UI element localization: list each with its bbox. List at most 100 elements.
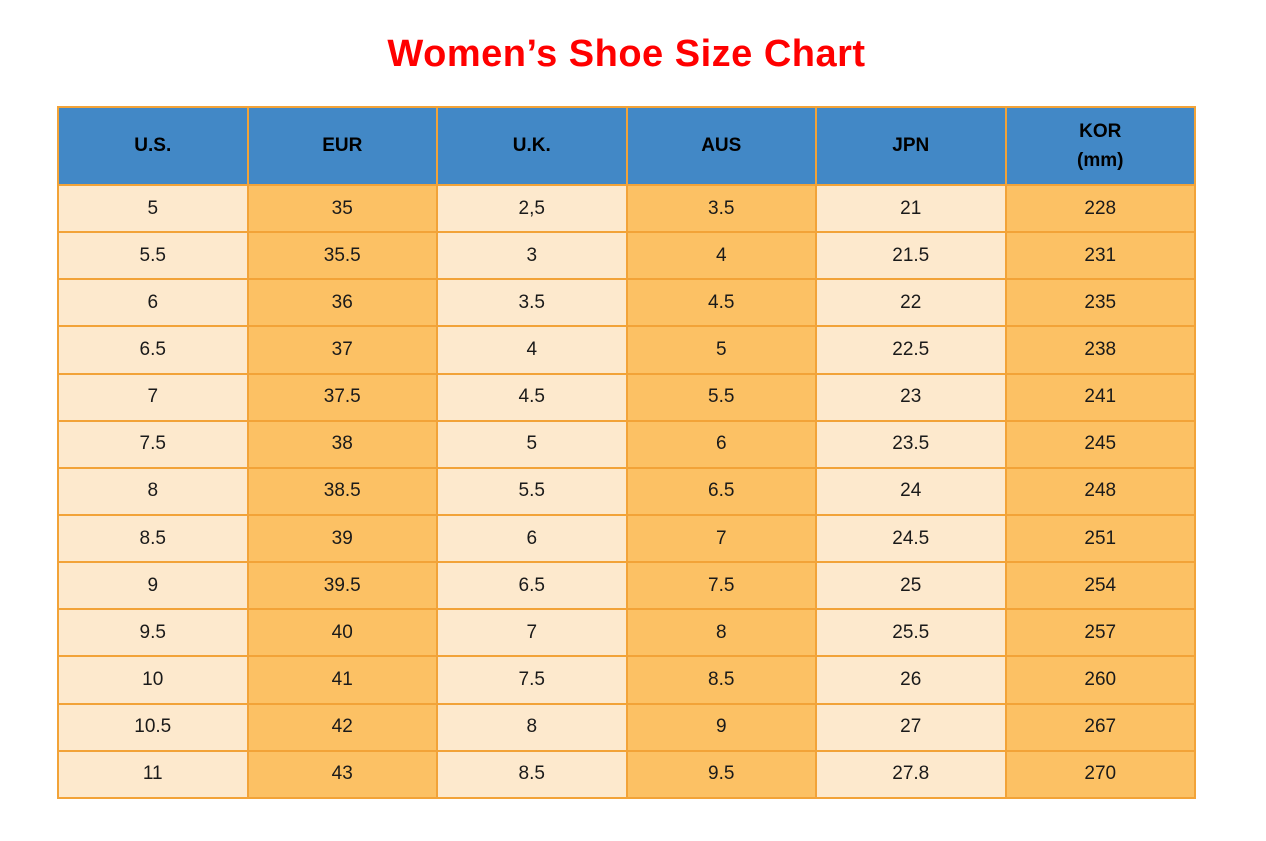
table-cell: 10.5 [57,702,249,752]
column-header-uk: U.K. [436,106,628,186]
page-title: Women’s Shoe Size Chart [387,33,866,75]
table-cell: 7 [625,513,817,564]
table-cell: 8 [57,466,249,516]
table-cell: 27.8 [815,749,1007,800]
table-cell: 23 [815,372,1007,422]
table-cell: 254 [1004,561,1196,611]
table-cell: 235 [1004,278,1196,328]
table-cell: 6.5 [57,325,249,375]
table-row: 10.5 42 8 9 27 267 [57,702,1196,752]
table-cell: 9.5 [625,749,817,800]
table-cell: 5 [436,419,628,469]
table-cell: 5.5 [625,372,817,422]
table-cell: 22 [815,278,1007,328]
table-cell: 8 [436,702,628,752]
table-cell: 37 [246,325,438,375]
table-row: 5 35 2,5 3.5 21 228 [57,183,1196,234]
table-row: 6 36 3.5 4.5 22 235 [57,278,1196,328]
table-cell: 251 [1004,513,1196,564]
table-cell: 3.5 [625,183,817,234]
table-cell: 6.5 [436,561,628,611]
table-cell: 27 [815,702,1007,752]
column-header-us: U.S. [57,106,249,186]
table-cell: 21.5 [815,231,1007,281]
table-row: 8 38.5 5.5 6.5 24 248 [57,466,1196,516]
column-header-jpn: JPN [815,106,1007,186]
table-cell: 11 [57,749,249,800]
size-chart-table: U.S. EUR U.K. AUS JPN KOR (mm) [57,106,1196,800]
table-row: 9 39.5 6.5 7.5 25 254 [57,561,1196,611]
table-cell: 6 [436,513,628,564]
table-cell: 4.5 [436,372,628,422]
table-cell: 241 [1004,372,1196,422]
table-cell: 4.5 [625,278,817,328]
table-row: 8.5 39 6 7 24.5 251 [57,513,1196,564]
column-header-eur: EUR [246,106,438,186]
size-chart-container: U.S. EUR U.K. AUS JPN KOR (mm) [57,106,1196,800]
column-header-sublabel: (mm) [1077,150,1124,171]
table-row: 9.5 40 7 8 25.5 257 [57,608,1196,658]
table-cell: 23.5 [815,419,1007,469]
table-row: 11 43 8.5 9.5 27.8 270 [57,749,1196,800]
table-cell: 5.5 [57,231,249,281]
column-header-label: AUS [701,135,742,157]
table-cell: 7.5 [436,655,628,705]
table-cell: 24.5 [815,513,1007,564]
table-cell: 4 [436,325,628,375]
table-cell: 8 [625,608,817,658]
table-cell: 3.5 [436,278,628,328]
table-cell: 39 [246,513,438,564]
table-row: 7 37.5 4.5 5.5 23 241 [57,372,1196,422]
table-cell: 260 [1004,655,1196,705]
table-cell: 39.5 [246,561,438,611]
table-cell: 21 [815,183,1007,234]
column-header-label: EUR [322,135,363,157]
table-cell: 248 [1004,466,1196,516]
table-cell: 7.5 [625,561,817,611]
table-cell: 7.5 [57,419,249,469]
table-cell: 270 [1004,749,1196,800]
table-cell: 3 [436,231,628,281]
table-cell: 42 [246,702,438,752]
table-cell: 43 [246,749,438,800]
table-cell: 25 [815,561,1007,611]
table-cell: 8.5 [436,749,628,800]
table-cell: 6 [57,278,249,328]
table-cell: 8.5 [57,513,249,564]
table-row: 6.5 37 4 5 22.5 238 [57,325,1196,375]
table-cell: 41 [246,655,438,705]
table-cell: 9 [57,561,249,611]
table-cell: 24 [815,466,1007,516]
table-cell: 36 [246,278,438,328]
header-row: U.S. EUR U.K. AUS JPN KOR (mm) [57,106,1196,186]
table-cell: 257 [1004,608,1196,658]
table-cell: 238 [1004,325,1196,375]
table-cell: 5 [625,325,817,375]
size-chart-header: U.S. EUR U.K. AUS JPN KOR (mm) [57,106,1196,186]
table-cell: 6 [625,419,817,469]
table-cell: 35.5 [246,231,438,281]
table-cell: 4 [625,231,817,281]
table-cell: 38 [246,419,438,469]
column-header-label: U.K. [512,135,551,157]
table-row: 5.5 35.5 3 4 21.5 231 [57,231,1196,281]
size-chart-body: 5 35 2,5 3.5 21 228 5.5 35.5 3 4 21.5 231 6 36 3.5 4.5 2… [57,183,1196,800]
table-cell: 10 [57,655,249,705]
column-header-label: KOR [1079,120,1122,142]
table-cell: 9.5 [57,608,249,658]
column-header-label: JPN [892,135,930,157]
table-cell: 7 [436,608,628,658]
table-cell: 245 [1004,419,1196,469]
table-cell: 22.5 [815,325,1007,375]
table-cell: 26 [815,655,1007,705]
table-cell: 231 [1004,231,1196,281]
table-cell: 35 [246,183,438,234]
column-header-kor: KOR (mm) [1004,106,1196,186]
column-header-aus: AUS [625,106,817,186]
table-cell: 37.5 [246,372,438,422]
table-row: 7.5 38 5 6 23.5 245 [57,419,1196,469]
table-cell: 38.5 [246,466,438,516]
table-cell: 5.5 [436,466,628,516]
table-row: 10 41 7.5 8.5 26 260 [57,655,1196,705]
table-cell: 8.5 [625,655,817,705]
